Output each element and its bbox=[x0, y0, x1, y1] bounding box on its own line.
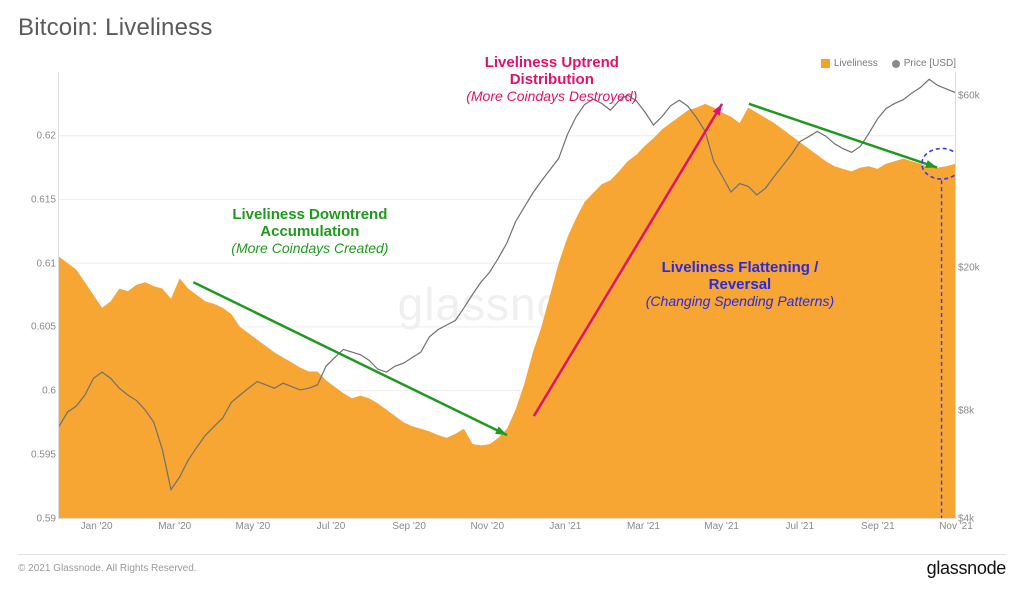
liveliness-swatch bbox=[821, 59, 830, 68]
brand-logo: glassnode bbox=[927, 558, 1006, 579]
y-left-tick: 0.605 bbox=[31, 322, 56, 333]
legend-label: Liveliness bbox=[834, 58, 878, 69]
chart-title: Bitcoin: Liveliness bbox=[18, 14, 1006, 42]
legend-item-price: Price [USD] bbox=[892, 58, 956, 69]
y-left-tick: 0.62 bbox=[37, 130, 56, 141]
x-tick: Jan '20 bbox=[81, 521, 113, 532]
y-right-tick: $8k bbox=[958, 405, 974, 416]
y-left-tick: 0.61 bbox=[37, 258, 56, 269]
price-swatch bbox=[892, 60, 900, 68]
x-tick: Mar '21 bbox=[627, 521, 660, 532]
y-axis-left: 0.590.5950.60.6050.610.6150.62 bbox=[26, 72, 56, 519]
x-tick: May '21 bbox=[704, 521, 739, 532]
x-tick: May '20 bbox=[236, 521, 271, 532]
chart-card: Bitcoin: Liveliness Liveliness Price [US… bbox=[18, 14, 1006, 549]
y-left-tick: 0.615 bbox=[31, 194, 56, 205]
x-tick: Jul '21 bbox=[785, 521, 814, 532]
x-tick: Jan '21 bbox=[549, 521, 581, 532]
y-left-tick: 0.6 bbox=[42, 386, 56, 397]
chart-svg bbox=[59, 72, 955, 518]
y-right-tick: $20k bbox=[958, 262, 980, 273]
y-axis-right: $4k$8k$20k$60k bbox=[958, 72, 1000, 519]
y-left-tick: 0.59 bbox=[37, 514, 56, 525]
y-left-tick: 0.595 bbox=[31, 450, 56, 461]
plot-area: glassnode Liveliness Downtrend Accumulat… bbox=[58, 72, 956, 519]
copyright: © 2021 Glassnode. All Rights Reserved. bbox=[18, 563, 197, 574]
y-right-tick: $60k bbox=[958, 91, 980, 102]
legend-item-liveliness: Liveliness bbox=[821, 58, 878, 69]
x-tick: Nov '21 bbox=[939, 521, 973, 532]
x-tick: Mar '20 bbox=[158, 521, 191, 532]
footer: © 2021 Glassnode. All Rights Reserved. g… bbox=[18, 558, 1006, 579]
footer-divider bbox=[18, 554, 1006, 555]
x-tick: Nov '20 bbox=[470, 521, 504, 532]
legend: Liveliness Price [USD] bbox=[821, 58, 956, 69]
x-tick: Sep '20 bbox=[392, 521, 426, 532]
x-tick: Sep '21 bbox=[861, 521, 895, 532]
legend-label: Price [USD] bbox=[904, 58, 956, 69]
x-axis: Jan '20 Mar '20 May '20 Jul '20 Sep '20 Nov '… bbox=[58, 521, 956, 539]
x-tick: Jul '20 bbox=[317, 521, 346, 532]
